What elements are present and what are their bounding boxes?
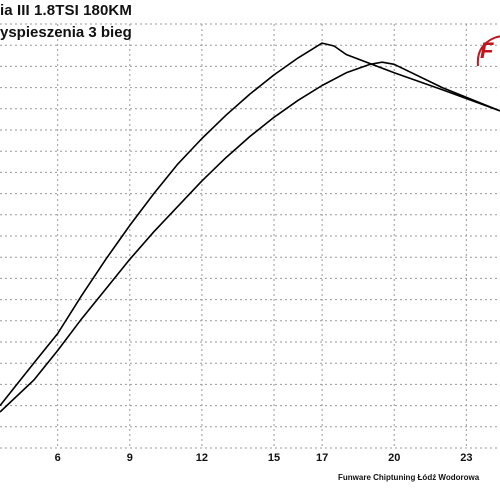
chart-subtitle: yspieszenia 3 bieg <box>0 24 132 41</box>
x-tick-label: 20 <box>388 452 400 464</box>
x-tick-labels: 6 9 12 15 17 20 23 <box>55 452 473 464</box>
series-line-2 <box>0 61 500 413</box>
funware-logo: F <box>476 35 500 67</box>
x-tick-label: 23 <box>460 452 472 464</box>
logo-letter: F <box>480 38 494 63</box>
series-line-1 <box>0 42 500 407</box>
footer-credit: Funware Chiptuning Łódź Wodorowa <box>338 473 480 482</box>
x-tick-label: 9 <box>127 452 133 464</box>
x-tick-label: 15 <box>268 452 280 464</box>
x-tick-label: 17 <box>316 452 328 464</box>
grid <box>0 23 500 449</box>
series-lines <box>0 42 500 413</box>
chart-title: ia III 1.8TSI 180KM <box>0 2 132 19</box>
x-tick-label: 6 <box>55 452 61 464</box>
x-tick-label: 12 <box>196 452 208 464</box>
